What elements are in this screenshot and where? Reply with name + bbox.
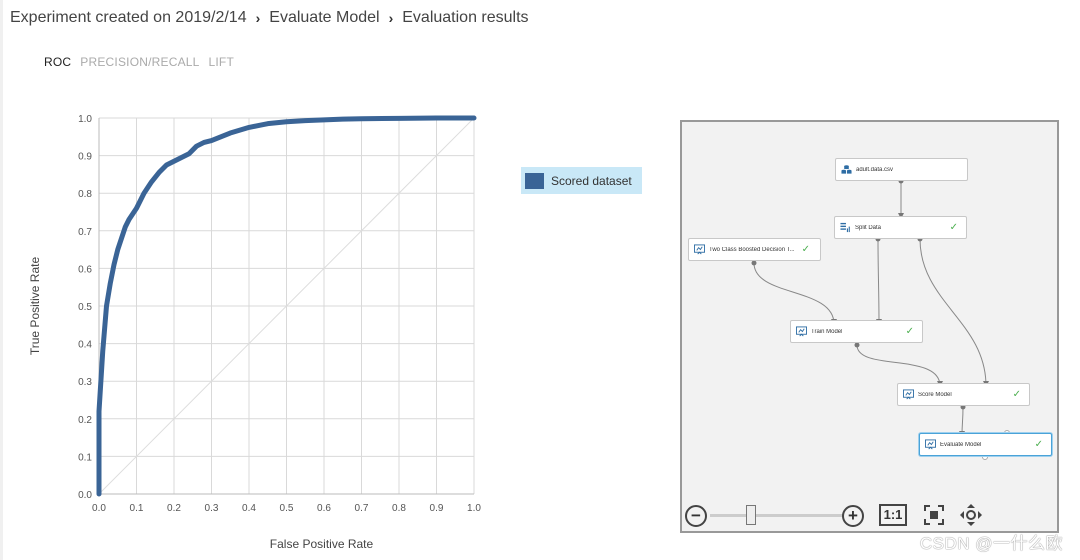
y-tick-label: 0.8 (78, 189, 92, 200)
y-axis-label: True Positive Rate (28, 257, 42, 356)
wire-score-to-evaluate (959, 406, 966, 437)
breadcrumb-experiment-link[interactable]: Experiment created on 2019/2/14 (10, 9, 247, 26)
window-left-edge (0, 0, 3, 560)
tab-roc[interactable]: ROC (44, 55, 72, 69)
node-label: adult.data.csv (856, 166, 894, 173)
y-tick-label: 0.1 (78, 452, 92, 463)
dataset-icon (841, 165, 852, 174)
node-evaluate-model[interactable]: Evaluate Model ✓ (919, 433, 1052, 456)
node-label: Evaluate Model (940, 441, 982, 448)
x-tick-label: 0.3 (205, 503, 219, 514)
wire-train-to-score (856, 344, 943, 387)
node-split-data[interactable]: Split Data ✓ (834, 216, 967, 239)
y-tick-label: 1.0 (78, 114, 92, 125)
fit-to-screen-icon[interactable] (923, 504, 945, 526)
breadcrumb-evaluate-model-link[interactable]: Evaluate Model (269, 9, 380, 26)
output-port[interactable] (751, 260, 757, 266)
x-tick-label: 0.9 (430, 503, 444, 514)
roc-chart: 0.0 0.1 0.2 0.3 0.4 0.5 0.6 0.7 0.8 0.9 1.0 0.0 0.1 0… (28, 114, 481, 551)
node-label: Two Class Boosted Decision T... (709, 246, 795, 253)
x-tick-label: 0.6 (317, 503, 331, 514)
y-tick-label: 0.6 (78, 264, 92, 275)
wire-twoclass-to-train (753, 262, 837, 325)
check-icon: ✓ (1012, 389, 1021, 400)
chart-tabs: ROC PRECISION/RECALL LIFT (44, 55, 234, 69)
experiment-canvas[interactable]: adult.data.csv Split Data ✓ Two Class Bo… (680, 120, 1059, 533)
y-tick-label: 0.2 (78, 415, 92, 426)
watermark: CSDN @一什么欧 (919, 534, 1063, 553)
breadcrumb-evaluation-results: Evaluation results (402, 9, 529, 26)
node-score-model[interactable]: Score Model ✓ (897, 383, 1030, 406)
y-tick-label: 0.0 (78, 490, 92, 501)
tab-lift[interactable]: LIFT (208, 55, 234, 69)
check-icon: ✓ (801, 244, 810, 255)
breadcrumb: Experiment created on 2019/2/14 › Evalua… (10, 9, 529, 27)
legend-item-scored-dataset[interactable]: Scored dataset (521, 167, 642, 194)
node-two-class-boosted-decision-tree[interactable]: Two Class Boosted Decision T... ✓ (688, 238, 821, 261)
wire-split-to-train (875, 238, 882, 325)
zoom-in-button[interactable]: + (842, 505, 864, 527)
y-tick-label: 0.9 (78, 152, 92, 163)
split-data-icon (840, 222, 850, 233)
x-tick-label: 0.2 (167, 503, 181, 514)
zoom-slider-track[interactable] (710, 514, 844, 517)
zoom-out-button[interactable]: − (685, 505, 707, 527)
node-label: Split Data (855, 224, 882, 231)
roc-curve-scored-dataset (96, 115, 477, 497)
x-tick-label: 0.7 (355, 503, 369, 514)
actual-size-button[interactable]: 1:1 (879, 504, 907, 526)
module-icon (903, 389, 914, 400)
x-tick-label: 0.1 (130, 503, 144, 514)
y-tick-label: 0.3 (78, 377, 92, 388)
check-icon: ✓ (949, 222, 958, 233)
wire-split-to-score (919, 238, 989, 387)
output-port[interactable] (854, 342, 860, 348)
chevron-right-icon: › (255, 10, 261, 26)
node-label: Score Model (918, 391, 952, 398)
zoom-toolbar: − + 1:1 (682, 498, 1057, 534)
diagonal-reference-line (98, 117, 475, 495)
legend-label: Scored dataset (551, 173, 632, 188)
node-label: Train Model (811, 328, 843, 335)
node-train-model[interactable]: Train Model ✓ (790, 320, 923, 343)
model-icon (694, 244, 705, 255)
check-icon: ✓ (1034, 439, 1043, 450)
x-axis-label: False Positive Rate (270, 537, 374, 551)
y-tick-label: 0.5 (78, 302, 92, 313)
node-adult-data-csv[interactable]: adult.data.csv (835, 158, 968, 181)
module-icon (796, 326, 807, 337)
check-icon: ✓ (905, 326, 914, 337)
chevron-right-icon: › (388, 10, 394, 26)
pan-move-icon[interactable] (959, 503, 983, 527)
y-tick-label: 0.4 (78, 340, 92, 351)
tab-precision-recall[interactable]: PRECISION/RECALL (80, 55, 200, 69)
zoom-slider-thumb[interactable] (746, 505, 756, 525)
x-tick-label: 0.4 (242, 503, 256, 514)
x-tick-label: 0.0 (92, 503, 106, 514)
x-tick-label: 0.5 (280, 503, 294, 514)
x-tick-label: 0.8 (392, 503, 406, 514)
module-icon (925, 439, 936, 450)
x-tick-label: 1.0 (467, 503, 481, 514)
legend-swatch (525, 172, 544, 189)
y-tick-label: 0.7 (78, 227, 92, 238)
